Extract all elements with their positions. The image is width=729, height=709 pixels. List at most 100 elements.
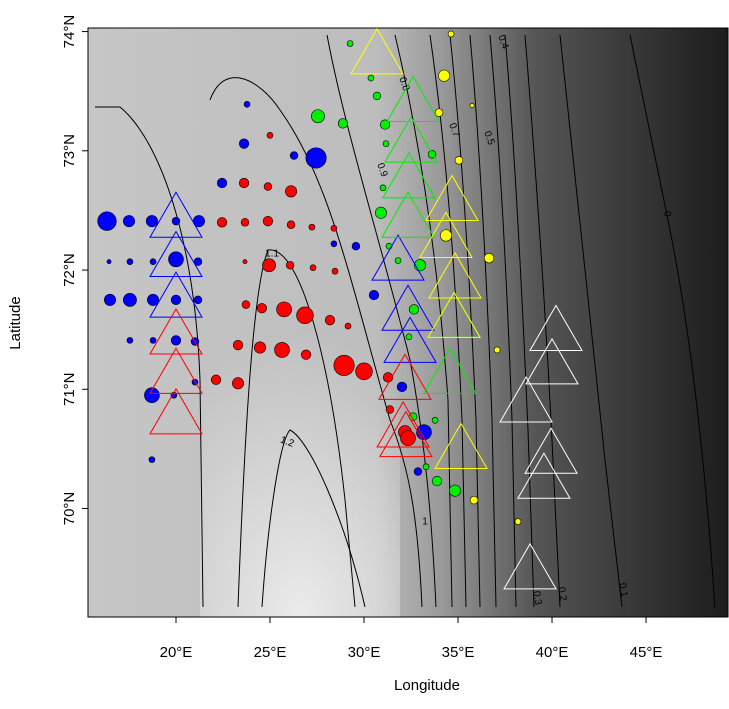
contour-label: 0 <box>661 210 673 218</box>
contour-label: 1.2 <box>279 435 296 450</box>
station-bubble <box>324 315 336 326</box>
triangle-marker <box>149 191 203 238</box>
y-tick-label: 72°N <box>61 253 78 287</box>
contour-label: 0.5 <box>481 130 496 147</box>
triangle-marker <box>423 347 477 394</box>
station-bubble <box>243 101 251 108</box>
x-axis-title: Longitude <box>394 677 460 694</box>
station-bubble <box>355 362 373 381</box>
station-bubble <box>431 475 443 487</box>
x-tick-label: 30°E <box>348 644 381 661</box>
contour-label: 0.9 <box>374 162 389 179</box>
triangle-marker <box>434 422 488 469</box>
station-bubble <box>344 322 352 330</box>
station-bubble <box>308 223 316 231</box>
contour-line <box>629 34 716 608</box>
triangle-marker <box>350 27 404 75</box>
x-tick-label: 35°E <box>442 644 475 661</box>
station-bubble <box>469 103 475 108</box>
station-bubble <box>262 258 276 273</box>
station-bubble <box>379 184 387 192</box>
station-bubble <box>242 259 248 265</box>
station-bubble <box>168 251 184 268</box>
contour-label: 0.7 <box>446 122 461 139</box>
station-bubble <box>431 416 439 424</box>
station-bubble <box>372 91 382 101</box>
triangle-marker <box>384 116 438 163</box>
station-bubble <box>148 456 156 463</box>
station-bubble <box>414 259 427 272</box>
x-tick-label: 25°E <box>254 644 287 661</box>
station-bubble <box>330 225 338 232</box>
station-bubble <box>367 74 375 82</box>
station-bubble <box>447 30 455 38</box>
contour-line <box>504 34 535 608</box>
station-bubble <box>193 295 203 305</box>
station-bubble <box>147 293 160 306</box>
station-bubble <box>439 229 452 242</box>
triangle-marker <box>382 151 436 199</box>
triangle-marker <box>381 284 435 331</box>
station-bubble <box>126 337 134 344</box>
station-bubble <box>286 220 296 229</box>
station-bubble <box>289 151 299 160</box>
triangle-marker <box>529 304 583 351</box>
station-bubble <box>149 258 157 265</box>
station-bubble <box>296 306 314 325</box>
contour-label: 0.8 <box>396 76 411 93</box>
station-bubble <box>400 430 416 446</box>
marks <box>97 27 583 590</box>
station-bubble <box>126 258 134 265</box>
triangle-marker <box>371 234 425 281</box>
station-bubble <box>449 484 462 497</box>
contour-labels: 1.2 1.1 1 0.9 0.8 0.7 0.5 0.4 0.3 0.2 0.1 0 <box>265 34 673 607</box>
contour-line <box>209 77 423 608</box>
station-bubble <box>266 132 274 139</box>
triangle-marker <box>149 230 203 278</box>
triangle-marker <box>381 191 435 238</box>
station-bubble <box>382 140 390 147</box>
station-bubble <box>256 303 268 314</box>
triangle-marker <box>149 387 203 435</box>
triangle-marker <box>149 271 203 318</box>
station-bubble <box>193 257 203 266</box>
station-bubble <box>285 261 295 270</box>
triangle-marker <box>376 401 430 448</box>
background <box>88 28 728 617</box>
station-bubble <box>408 304 420 315</box>
station-bubble <box>285 185 298 198</box>
station-bubble <box>216 177 228 189</box>
station-bubble <box>483 253 495 264</box>
station-bubble <box>330 240 338 248</box>
contour-line <box>237 249 356 608</box>
station-bubble <box>238 177 250 189</box>
station-bubble <box>122 215 135 228</box>
triangle-marker <box>428 252 482 299</box>
station-bubble <box>337 118 349 129</box>
station-bubble <box>171 216 181 226</box>
triangle-marker <box>378 353 432 400</box>
station-bubble <box>514 518 522 525</box>
contour-line <box>449 34 481 608</box>
station-bubble <box>305 147 327 169</box>
station-bubble <box>394 257 402 264</box>
station-bubble <box>240 218 250 227</box>
station-bubble <box>241 300 251 309</box>
triangle-marker <box>149 308 203 355</box>
station-bubble <box>469 495 479 505</box>
contour-line <box>489 34 517 608</box>
triangle-marker <box>525 337 579 385</box>
station-bubble <box>232 340 244 351</box>
station-bubble <box>106 259 112 265</box>
station-bubble <box>422 463 430 471</box>
station-bubble <box>405 333 413 341</box>
station-bubble <box>238 138 250 149</box>
triangle-marker <box>517 452 571 499</box>
station-bubble <box>413 467 423 476</box>
y-tick-label: 74°N <box>61 15 78 49</box>
station-bubble <box>454 156 464 165</box>
station-bubble <box>351 241 361 251</box>
y-tick-label: 71°N <box>61 373 78 407</box>
station-bubble <box>123 292 137 307</box>
